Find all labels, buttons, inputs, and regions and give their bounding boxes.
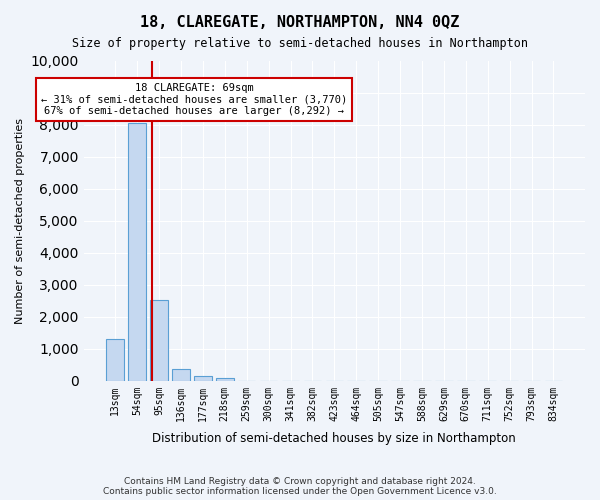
X-axis label: Distribution of semi-detached houses by size in Northampton: Distribution of semi-detached houses by … bbox=[152, 432, 516, 445]
Bar bbox=[216, 378, 233, 381]
Text: 18 CLAREGATE: 69sqm
← 31% of semi-detached houses are smaller (3,770)
67% of sem: 18 CLAREGATE: 69sqm ← 31% of semi-detach… bbox=[41, 83, 347, 116]
Text: Contains public sector information licensed under the Open Government Licence v3: Contains public sector information licen… bbox=[103, 488, 497, 496]
Bar bbox=[150, 300, 168, 381]
Text: 18, CLAREGATE, NORTHAMPTON, NN4 0QZ: 18, CLAREGATE, NORTHAMPTON, NN4 0QZ bbox=[140, 15, 460, 30]
Y-axis label: Number of semi-detached properties: Number of semi-detached properties bbox=[15, 118, 25, 324]
Bar bbox=[194, 376, 212, 381]
Text: Contains HM Land Registry data © Crown copyright and database right 2024.: Contains HM Land Registry data © Crown c… bbox=[124, 478, 476, 486]
Bar bbox=[106, 338, 124, 381]
Text: Size of property relative to semi-detached houses in Northampton: Size of property relative to semi-detach… bbox=[72, 38, 528, 51]
Bar bbox=[128, 123, 146, 381]
Bar bbox=[172, 368, 190, 381]
